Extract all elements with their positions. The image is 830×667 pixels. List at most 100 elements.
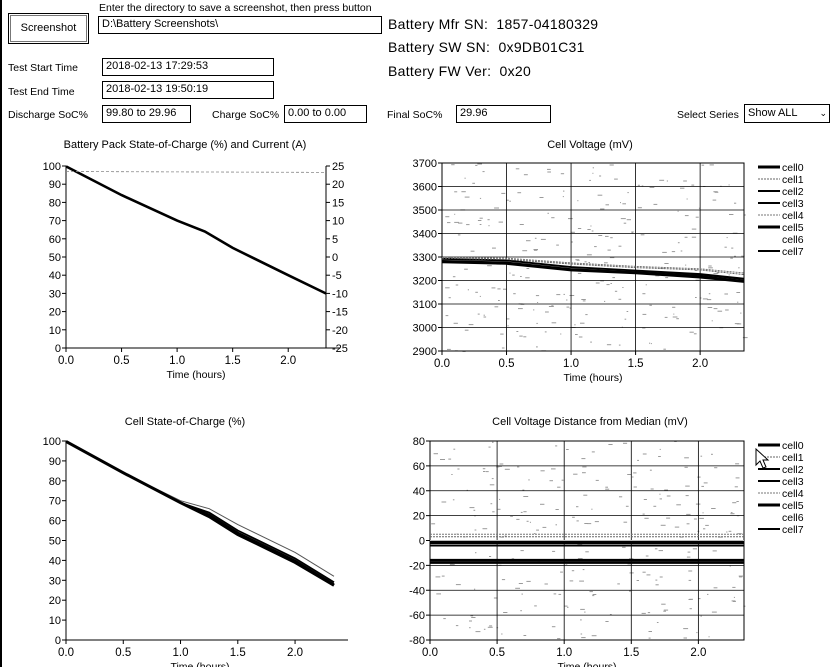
x-tick-label: 0.0 bbox=[422, 647, 438, 659]
noise-speck bbox=[555, 509, 559, 510]
noise-speck bbox=[490, 503, 493, 505]
noise-speck bbox=[728, 184, 730, 186]
noise-speck bbox=[649, 304, 652, 306]
legend-label-cell3: cell3 bbox=[782, 198, 804, 210]
y-tick-label: 40 bbox=[49, 270, 61, 282]
noise-speck bbox=[658, 550, 663, 552]
noise-speck bbox=[535, 295, 540, 297]
noise-speck bbox=[637, 184, 640, 186]
cell-voltage-chart: 2900 3000 3100 3200 3300 3400 3500 3600 3700 0.0 0… bbox=[413, 158, 804, 384]
select-series-dropdown[interactable]: Show ALL ⌄ bbox=[744, 104, 830, 123]
noise-speck bbox=[585, 551, 589, 553]
noise-speck bbox=[523, 336, 527, 338]
noise-speck bbox=[743, 214, 746, 216]
noise-speck bbox=[533, 309, 535, 311]
noise-speck bbox=[708, 265, 712, 267]
noise-speck bbox=[610, 283, 612, 284]
noise-speck bbox=[540, 238, 546, 240]
legend-label-cell3: cell3 bbox=[782, 476, 804, 488]
noise-speck bbox=[605, 488, 610, 490]
x-tick-label: 1.5 bbox=[225, 355, 241, 367]
y-tick-label: 10 bbox=[49, 615, 61, 627]
noise-speck bbox=[689, 608, 692, 610]
noise-speck bbox=[504, 535, 507, 537]
noise-speck bbox=[492, 441, 494, 443]
noise-speck bbox=[684, 466, 688, 468]
series-line-cell1 bbox=[441, 257, 745, 276]
noise-speck bbox=[608, 444, 613, 445]
noise-speck bbox=[592, 594, 597, 595]
noise-speck bbox=[642, 453, 647, 455]
noise-speck bbox=[623, 222, 627, 224]
screenshot-button[interactable]: Screenshot bbox=[8, 13, 89, 44]
noise-speck bbox=[624, 318, 627, 320]
noise-speck bbox=[609, 164, 614, 166]
noise-speck bbox=[468, 324, 474, 326]
y2-tick-label: -10 bbox=[332, 288, 348, 300]
noise-speck bbox=[540, 470, 545, 472]
noise-speck bbox=[547, 168, 551, 170]
y-tick-label: 40 bbox=[413, 486, 425, 498]
noise-speck bbox=[659, 576, 663, 578]
noise-speck bbox=[564, 605, 568, 607]
noise-speck bbox=[451, 474, 453, 475]
noise-speck bbox=[659, 448, 661, 450]
noise-speck bbox=[649, 469, 652, 471]
noise-speck bbox=[658, 456, 661, 457]
noise-speck bbox=[487, 626, 493, 628]
noise-speck bbox=[555, 445, 558, 447]
y-tick-label: 0 bbox=[419, 536, 425, 548]
noise-speck bbox=[642, 313, 647, 315]
noise-speck bbox=[633, 486, 637, 488]
noise-speck bbox=[501, 347, 505, 349]
x-tick-label: 0.5 bbox=[115, 647, 131, 659]
noise-speck bbox=[591, 451, 595, 453]
y-tick-label: 2900 bbox=[413, 346, 437, 358]
legend-label-cell1: cell1 bbox=[782, 174, 804, 186]
noise-speck bbox=[494, 306, 499, 308]
noise-speck bbox=[618, 245, 622, 247]
noise-speck bbox=[477, 313, 480, 315]
noise-speck bbox=[461, 191, 466, 193]
legend-label-cell6: cell6 bbox=[782, 234, 804, 246]
noise-speck bbox=[700, 455, 703, 457]
noise-speck bbox=[653, 203, 658, 205]
noise-speck bbox=[725, 309, 729, 311]
noise-speck bbox=[498, 300, 500, 301]
window-border bbox=[0, 0, 2, 667]
noise-speck bbox=[712, 199, 717, 201]
noise-speck bbox=[586, 254, 592, 256]
y2-tick-label: 5 bbox=[332, 234, 338, 246]
noise-speck bbox=[591, 508, 593, 510]
noise-speck bbox=[521, 593, 523, 595]
noise-speck bbox=[583, 494, 588, 496]
noise-speck bbox=[479, 295, 481, 297]
noise-speck bbox=[474, 529, 477, 531]
x-axis-label: Time (hours) bbox=[557, 661, 616, 667]
noise-speck bbox=[694, 270, 698, 271]
noise-speck bbox=[672, 316, 678, 318]
noise-speck bbox=[732, 586, 736, 588]
noise-speck bbox=[448, 297, 451, 299]
noise-speck bbox=[623, 521, 628, 523]
noise-speck bbox=[552, 550, 556, 552]
noise-speck bbox=[533, 533, 536, 535]
y-tick-label: -20 bbox=[409, 560, 425, 572]
battery-fw-label: Battery FW Ver: bbox=[388, 63, 492, 79]
y-tick-label: 3500 bbox=[413, 205, 437, 217]
noise-speck bbox=[716, 272, 720, 274]
noise-speck bbox=[581, 299, 586, 300]
noise-speck bbox=[647, 612, 651, 614]
y-tick-label: 3200 bbox=[413, 276, 437, 288]
noise-speck bbox=[686, 523, 690, 525]
noise-speck bbox=[523, 511, 527, 513]
noise-speck bbox=[614, 178, 618, 180]
noise-speck bbox=[551, 305, 554, 307]
noise-speck bbox=[544, 331, 547, 333]
noise-speck bbox=[487, 265, 492, 267]
y2-tick-label: 15 bbox=[332, 197, 344, 209]
y-tick-label: 3400 bbox=[413, 229, 437, 241]
directory-input[interactable]: D:\Battery Screenshots\ bbox=[98, 16, 382, 34]
noise-speck bbox=[475, 291, 478, 293]
noise-speck bbox=[619, 496, 623, 498]
